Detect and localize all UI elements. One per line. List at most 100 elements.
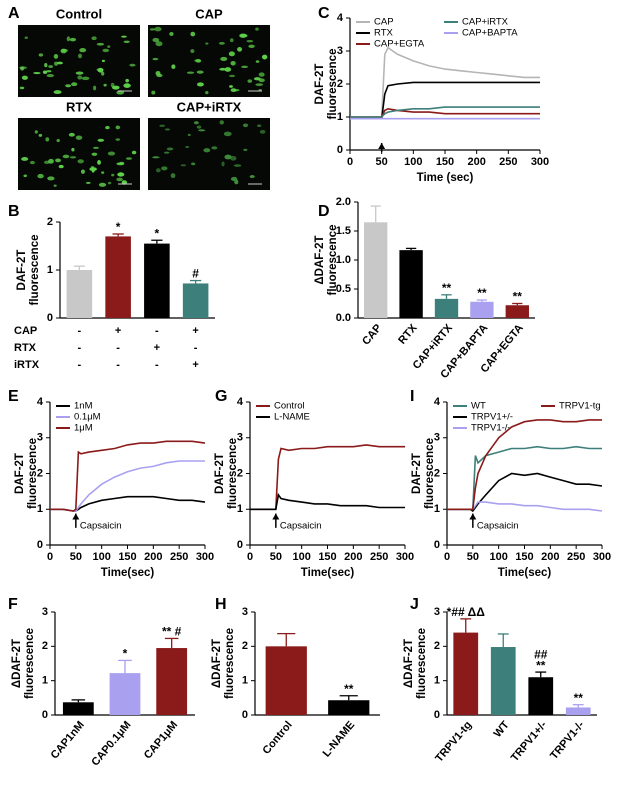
x-tick-label: CAP1μM	[142, 719, 180, 761]
y-tick-label: 4	[434, 396, 441, 408]
significance: #	[192, 267, 199, 281]
cell	[38, 53, 44, 57]
legend-label: TRPV1-/-	[471, 423, 511, 434]
x-tick-label: 50	[376, 156, 388, 168]
x-tick-label: 250	[370, 551, 388, 563]
x-tick-label: 300	[593, 551, 611, 563]
cell	[116, 177, 123, 182]
cell	[221, 161, 225, 167]
cell	[152, 57, 159, 61]
x-tick-label: CAP0.1μM	[89, 719, 133, 768]
cell	[229, 38, 234, 43]
x-tick-label: 300	[531, 156, 549, 168]
table-row-label: RTX	[14, 342, 37, 354]
cell	[219, 67, 227, 71]
cell	[230, 60, 236, 66]
legend-label: CAP	[374, 17, 394, 28]
y-tick-label: 3	[337, 45, 343, 57]
image-title: CAP	[195, 6, 223, 21]
cell	[230, 155, 237, 161]
y-axis-label: DAF-2T	[314, 64, 326, 105]
cell	[97, 67, 104, 73]
x-tick-label: 50	[270, 551, 282, 563]
bar	[434, 298, 459, 318]
panel-letter: H	[215, 596, 227, 613]
cell	[190, 31, 196, 37]
series-line	[350, 106, 540, 118]
cell	[75, 71, 84, 75]
x-tick-label: 300	[396, 551, 414, 563]
y-tick-label: 0	[47, 312, 53, 324]
x-axis-label: Time(sec)	[498, 567, 552, 579]
cell	[53, 184, 57, 187]
bar	[453, 632, 479, 715]
y-tick-label: 3	[434, 606, 440, 618]
y-tick-label: 3	[237, 432, 243, 444]
cell	[152, 156, 160, 159]
significance: **	[513, 290, 523, 304]
cell	[33, 71, 41, 75]
cell	[261, 54, 268, 60]
cell	[255, 83, 264, 87]
y-tick-label: 2.0	[336, 196, 351, 208]
significance: *	[116, 220, 121, 234]
series-line	[50, 440, 206, 512]
legend-label: 0.1μM	[74, 412, 101, 423]
series-line	[350, 107, 540, 118]
bar	[66, 270, 93, 318]
cell	[69, 37, 77, 42]
cell	[123, 83, 131, 88]
x-tick-label: 0	[347, 156, 353, 168]
cell	[121, 35, 127, 38]
cell	[107, 151, 116, 156]
table-cell: +	[192, 359, 198, 371]
y-tick-label: 3	[37, 432, 43, 444]
bar	[399, 250, 423, 318]
significance: **	[477, 286, 487, 300]
bar	[156, 648, 188, 715]
y-tick-label: 0	[337, 144, 343, 156]
x-tick-label: 0	[47, 551, 53, 563]
y-tick-label: 0	[37, 539, 43, 551]
cell	[224, 67, 232, 72]
legend-label: WT	[471, 401, 486, 412]
y-tick-label: 2	[434, 640, 440, 652]
cell	[229, 74, 236, 78]
cell	[23, 174, 28, 178]
cell	[29, 160, 35, 165]
cell	[115, 138, 121, 141]
cell	[105, 126, 110, 130]
cell	[102, 48, 110, 53]
cell	[205, 90, 209, 95]
x-tick-label: 250	[567, 551, 585, 563]
cell	[47, 176, 55, 181]
x-tick-label: 150	[318, 551, 336, 563]
cell	[54, 61, 59, 66]
cell	[34, 130, 38, 134]
x-tick-label: WT	[492, 719, 512, 740]
bar	[490, 647, 516, 715]
table-cell: -	[155, 359, 159, 371]
cell	[258, 78, 265, 83]
panel-letter: J	[410, 596, 419, 613]
x-tick-label: 0	[444, 551, 450, 563]
cell	[149, 28, 156, 31]
micrograph	[148, 25, 270, 97]
panel-letter: F	[8, 596, 18, 613]
cell	[198, 129, 206, 132]
cell	[241, 65, 248, 69]
cell	[60, 48, 67, 54]
cell	[180, 164, 187, 167]
cell	[247, 79, 253, 83]
cell	[196, 70, 204, 74]
x-tick-label: 250	[170, 551, 188, 563]
x-tick-label: TRPV1-/-	[548, 719, 587, 762]
cell	[164, 128, 170, 131]
series-line	[447, 472, 603, 513]
cell	[101, 71, 105, 76]
cell	[159, 124, 165, 127]
cell	[42, 70, 48, 74]
significance: **	[344, 682, 354, 696]
cell	[43, 160, 50, 164]
cell	[203, 148, 211, 153]
